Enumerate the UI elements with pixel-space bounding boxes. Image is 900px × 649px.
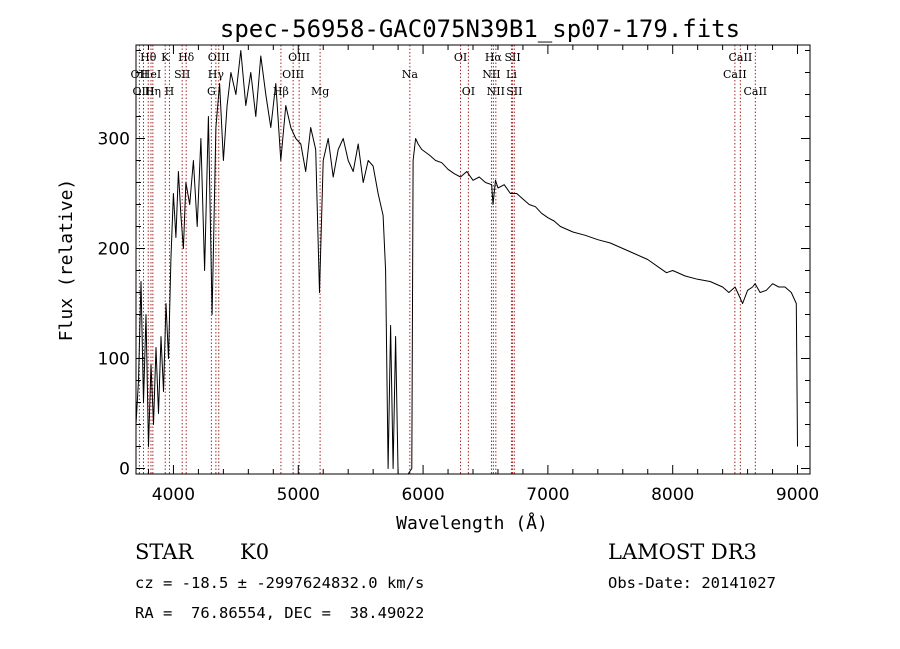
y-tick-label: 100 — [98, 350, 130, 370]
marker-label: H — [165, 85, 175, 98]
obs-date-line: Obs-Date: 20141027 — [608, 574, 776, 592]
y-axis-ticks: 0 100 200 300 — [98, 50, 810, 480]
x-axis-label: Wavelength (Å) — [396, 512, 548, 534]
spectrum-line — [135, 50, 798, 475]
marker-label: Li — [506, 68, 517, 81]
line-markers — [138, 45, 756, 474]
x-axis-ticks: 4000 5000 6000 7000 8000 9000 — [147, 45, 819, 505]
marker-label: G — [207, 85, 216, 98]
coordinates-line: RA = 76.86554, DEC = 38.49022 — [135, 604, 425, 622]
marker-label: Hθ — [140, 51, 157, 64]
marker-label: Mg — [311, 85, 329, 98]
marker-label: CaII — [723, 68, 747, 81]
chart-title: spec-56958-GAC075N39B1_sp07-179.fits — [220, 15, 740, 43]
x-tick-label: 8000 — [651, 485, 694, 505]
x-tick-label: 9000 — [776, 485, 819, 505]
marker-label: OII — [131, 68, 149, 81]
x-tick-label: 7000 — [526, 485, 569, 505]
marker-label: SII — [504, 51, 520, 64]
marker-label: Hα — [485, 51, 503, 64]
marker-label: OI — [462, 85, 475, 98]
marker-label: CaII — [729, 51, 753, 64]
y-axis-label: Flux (relative) — [56, 179, 77, 342]
marker-label: Hη — [145, 85, 161, 98]
marker-label: K — [161, 51, 170, 64]
redshift-line: cz = -18.5 ± -2997624832.0 km/s — [135, 574, 425, 592]
x-tick-label: 4000 — [152, 485, 195, 505]
marker-label: OI — [454, 51, 467, 64]
marker-label: Na — [402, 68, 419, 81]
marker-label: OIII — [208, 51, 230, 64]
y-tick-label: 200 — [98, 240, 130, 260]
marker-label: NII — [487, 85, 505, 98]
survey-name: LAMOST DR3 — [608, 540, 757, 564]
marker-label: SII — [506, 85, 522, 98]
plot-frame — [135, 44, 811, 475]
marker-label: OIII — [288, 51, 310, 64]
marker-label: SII — [174, 68, 190, 81]
marker-label: OIII — [282, 68, 304, 81]
x-tick-label: 6000 — [401, 485, 444, 505]
marker-label: Hγ — [208, 68, 225, 81]
x-tick-label: 5000 — [277, 485, 320, 505]
marker-label: CaII — [743, 85, 767, 98]
object-class: STAR — [135, 540, 194, 564]
marker-label: HeI — [141, 68, 161, 81]
y-tick-label: 0 — [119, 460, 130, 480]
y-tick-label: 300 — [98, 130, 130, 150]
marker-label: NII — [482, 68, 500, 81]
marker-label: Hδ — [178, 51, 195, 64]
object-subclass: K0 — [240, 540, 270, 564]
